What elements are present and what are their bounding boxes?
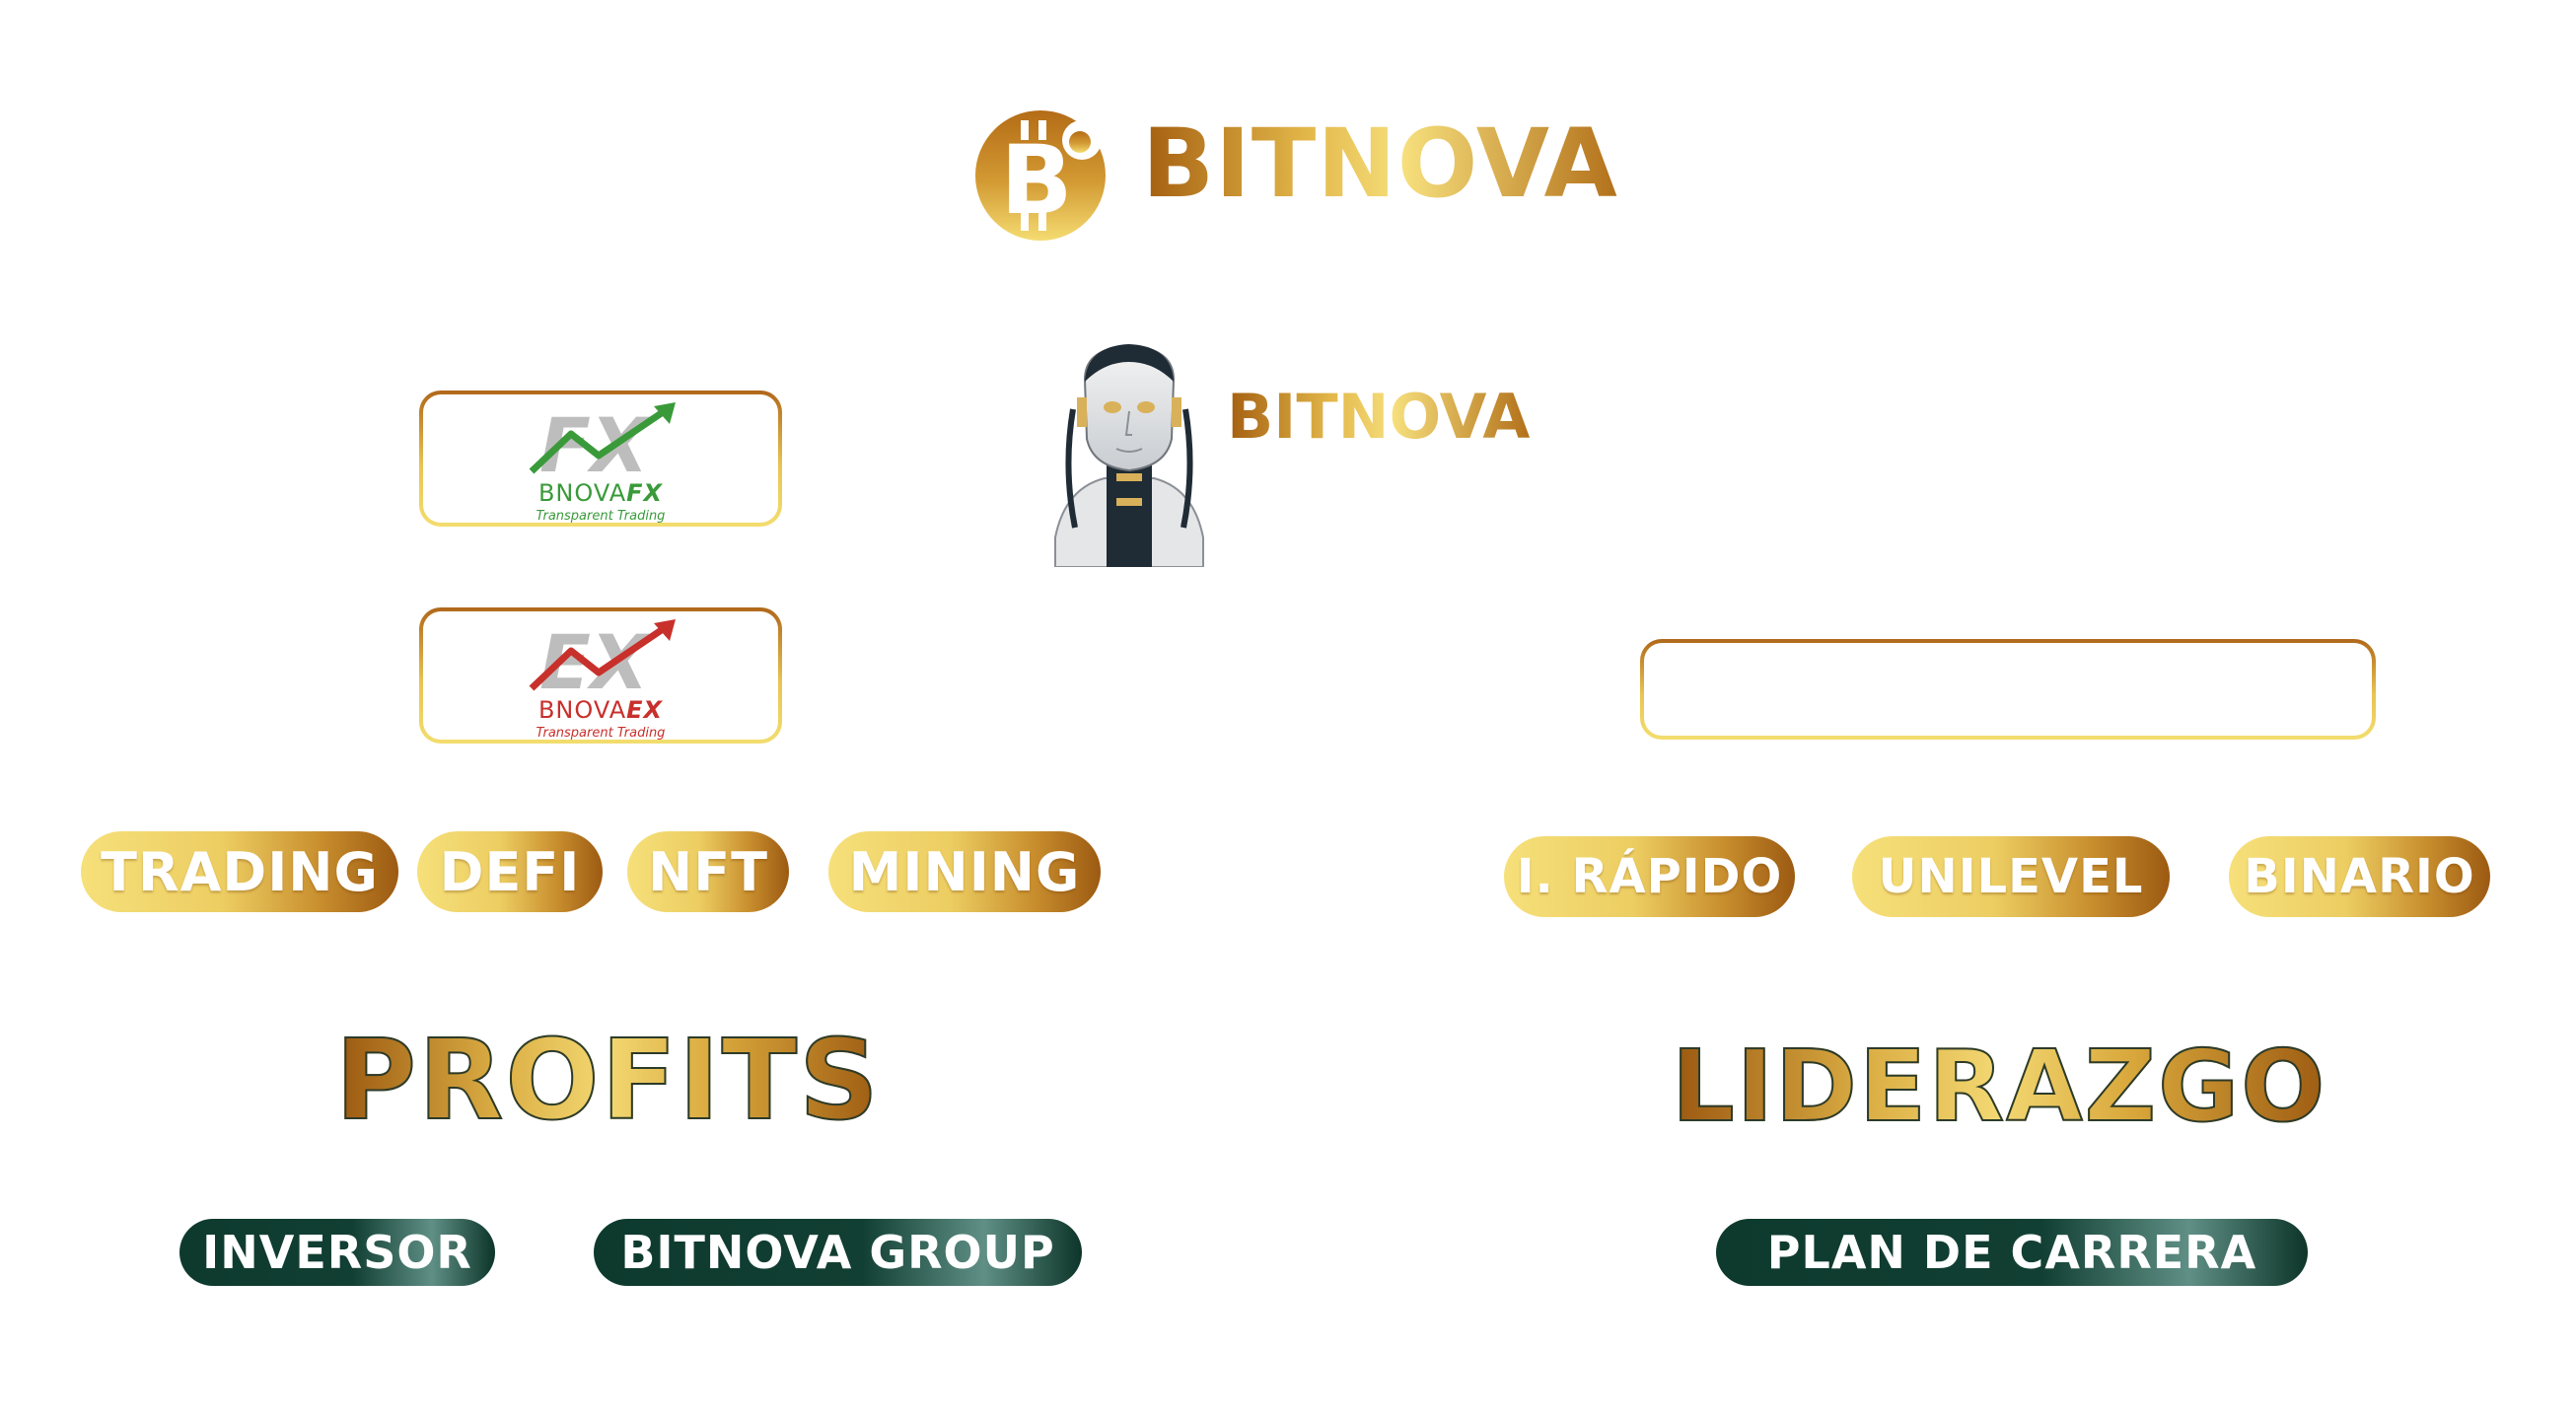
trading-pill[interactable]: TRADING: [81, 831, 398, 912]
brand-title: BITNOVA: [1142, 108, 1618, 219]
bnovaex-card[interactable]: EX BNOVAEX Transparent Trading: [419, 607, 782, 744]
bnovaex-name: BNOVAEX: [537, 696, 664, 724]
svg-text:EX: EX: [539, 619, 652, 696]
svg-text:FX: FX: [539, 402, 652, 479]
ex-chart-arrow-icon: EX: [529, 619, 676, 696]
unilevel-pill[interactable]: UNILEVEL: [1852, 836, 2170, 917]
binario-pill[interactable]: BINARIO: [2229, 836, 2490, 917]
defi-pill[interactable]: DEFI: [417, 831, 603, 912]
bnovafx-name: BNOVAFX: [537, 479, 664, 507]
profits-heading: PROFITS: [334, 1017, 881, 1145]
inversor-pill[interactable]: INVERSOR: [179, 1219, 495, 1286]
mining-pill[interactable]: MINING: [828, 831, 1101, 912]
nft-pill[interactable]: NFT: [627, 831, 789, 912]
robot-label: BITNOVA: [1227, 381, 1531, 453]
plan-de-carrera-pill[interactable]: PLAN DE CARRERA: [1716, 1219, 2308, 1286]
bitnova-group-pill[interactable]: BITNOVA GROUP: [594, 1219, 1082, 1286]
empty-frame-box: [1640, 639, 2376, 740]
liderazgo-heading: LIDERAZGO: [1671, 1029, 2327, 1144]
bnovafx-tagline: Transparent Trading: [536, 509, 666, 524]
bnovafx-card[interactable]: FX BNOVAFX Transparent Trading: [419, 391, 782, 527]
bitcoin-coin-icon: B: [975, 110, 1106, 241]
fx-chart-arrow-icon: FX: [529, 402, 676, 479]
bnovaex-tagline: Transparent Trading: [536, 726, 666, 741]
rapido-pill[interactable]: I. RÁPIDO: [1504, 836, 1795, 917]
svg-text:B: B: [1000, 125, 1072, 236]
robot-avatar-icon: [1054, 344, 1204, 567]
